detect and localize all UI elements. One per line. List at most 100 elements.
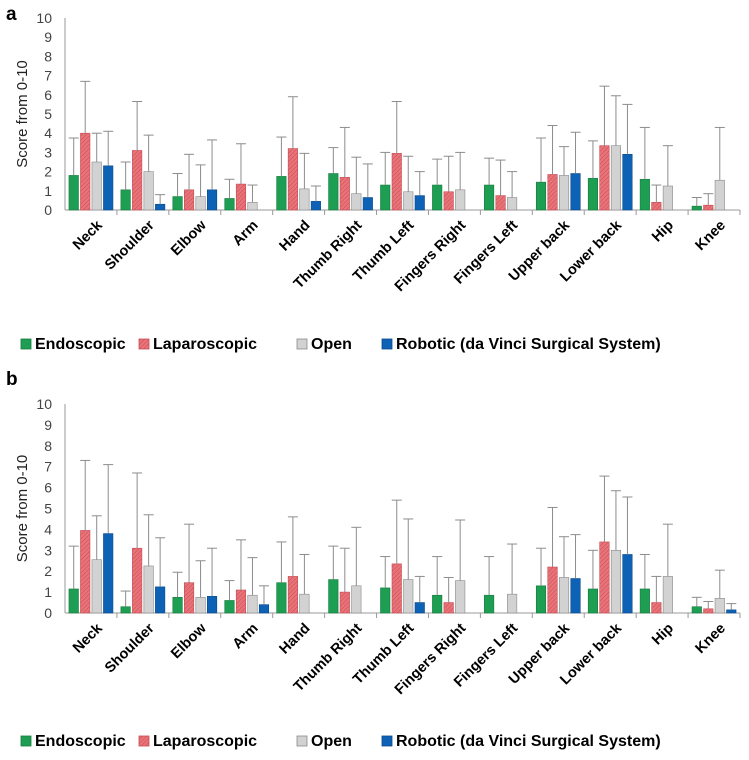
legend-label: Endoscopic [35, 733, 126, 750]
bar-b-elbow-robotic [207, 595, 218, 614]
legend-label: Open [311, 336, 352, 353]
y-tick-label: 3 [44, 144, 52, 160]
legend-swatch-endoscopic [20, 338, 32, 350]
bar-a-fingers-left-endoscopic [484, 184, 495, 211]
x-category-label: Arm [230, 218, 262, 250]
bar-b-neck-robotic [103, 533, 114, 614]
legend-label: Robotic (da Vinci Surgical System) [396, 336, 661, 353]
legend-swatch-open [296, 338, 308, 350]
bar-a-upper-back-endoscopic [535, 181, 547, 211]
panel-label: b [6, 369, 18, 390]
y-tick-label: 9 [44, 29, 52, 45]
bar-b-lower-back-robotic [622, 554, 633, 614]
bar-b-elbow-open [195, 597, 206, 614]
y-tick-label: 6 [44, 480, 52, 496]
bar-a-upper-back-open [558, 175, 570, 211]
y-tick-label: 1 [44, 183, 52, 199]
x-category-label: Neck [70, 620, 106, 656]
bar-b-knee-robotic [726, 609, 737, 614]
y-tick-label: 4 [44, 125, 52, 141]
bar-b-upper-back-robotic [570, 578, 581, 614]
y-tick-label: 8 [44, 48, 52, 64]
bar-b-hand-endoscopic [276, 582, 287, 614]
y-tick-label: 5 [44, 106, 52, 122]
bar-a-upper-back-laparoscopic [547, 174, 558, 211]
bar-b-shoulder-laparoscopic [132, 547, 143, 614]
bar-a-hip-open [662, 185, 673, 211]
y-tick-label: 7 [44, 68, 52, 84]
y-tick-label: 0 [44, 202, 52, 218]
bar-a-shoulder-robotic [155, 203, 166, 211]
chart-panel-b: b Score from 0-10 0 1 2 3 4 5 6 7 8 9 10 NeckShoulder… [6, 369, 741, 750]
y-tick-label: 0 [44, 605, 52, 621]
bar-b-thumb-left-endoscopic [380, 587, 391, 614]
bar-a-thumb-right-open [351, 193, 362, 211]
y-tick-label: 2 [44, 563, 52, 579]
bar-a-knee-laparoscopic [703, 204, 714, 211]
bar-b-upper-back-open [558, 577, 570, 614]
bar-b-upper-back-endoscopic [535, 585, 547, 614]
bar-a-elbow-robotic [207, 189, 218, 211]
bar-b-arm-laparoscopic [235, 589, 247, 614]
bar-b-arm-endoscopic [224, 600, 235, 614]
bar-b-thumb-right-laparoscopic [339, 591, 350, 614]
bar-a-fingers-right-laparoscopic [443, 191, 454, 211]
bar-a-elbow-endoscopic [172, 196, 183, 211]
bar-a-shoulder-endoscopic [120, 189, 131, 211]
bar-a-neck-laparoscopic [80, 132, 91, 211]
bar-a-thumb-left-endoscopic [380, 184, 391, 211]
legend-swatch-robotic [381, 338, 393, 350]
bar-b-fingers-left-open [507, 593, 518, 614]
bar-a-hand-open [299, 188, 310, 211]
bar-a-fingers-right-open [455, 189, 466, 211]
bar-a-elbow-laparoscopic [184, 189, 195, 211]
y-axis-label: Score from 0-10 [14, 455, 31, 563]
x-category-label: Arm [230, 621, 262, 653]
bar-a-neck-open [91, 161, 102, 211]
y-tick-label: 4 [44, 521, 52, 537]
bar-b-knee-open [714, 598, 725, 614]
bar-b-elbow-endoscopic [172, 597, 183, 614]
bar-b-neck-open [91, 559, 102, 614]
bar-a-knee-endoscopic [691, 205, 702, 211]
bar-a-thumb-right-endoscopic [328, 173, 339, 211]
x-category-label: Knee [692, 218, 728, 254]
bar-b-neck-endoscopic [68, 588, 79, 614]
bar-b-knee-laparoscopic [703, 608, 714, 614]
bar-b-thumb-right-endoscopic [328, 579, 339, 614]
bar-a-shoulder-open [143, 171, 154, 211]
x-category-label: Hip [649, 620, 677, 648]
bar-a-hand-laparoscopic [287, 148, 298, 211]
bar-b-fingers-right-endoscopic [432, 594, 443, 614]
bar-a-fingers-left-laparoscopic [495, 195, 506, 211]
bar-a-lower-back-open [610, 145, 621, 211]
bar-b-hand-laparoscopic [287, 576, 298, 614]
bar-a-shoulder-laparoscopic [132, 150, 143, 211]
bar-b-upper-back-laparoscopic [547, 566, 558, 614]
bar-a-thumb-left-laparoscopic [391, 153, 402, 211]
bar-a-arm-laparoscopic [235, 183, 247, 211]
bar-b-knee-endoscopic [691, 606, 702, 614]
bar-b-shoulder-robotic [155, 586, 166, 614]
legend-label: Laparoscopic [153, 733, 257, 750]
y-axis-label: Score from 0-10 [14, 60, 31, 168]
bar-a-neck-endoscopic [68, 175, 79, 211]
bar-b-neck-laparoscopic [80, 530, 91, 614]
legend-label: Endoscopic [35, 336, 126, 353]
bar-b-shoulder-open [143, 565, 154, 614]
x-category-label: Elbow [168, 620, 210, 662]
bar-b-thumb-left-open [403, 579, 414, 614]
bar-a-fingers-left-open [507, 197, 518, 211]
x-category-label: Hand [277, 621, 314, 658]
x-category-label: Hip [649, 217, 677, 245]
bar-b-arm-open [247, 594, 258, 614]
bar-a-thumb-left-robotic [414, 195, 425, 211]
bar-a-thumb-left-open [403, 191, 414, 211]
panel-label: a [6, 4, 17, 25]
y-tick-label: 10 [36, 396, 52, 412]
legend-swatch-endoscopic [20, 735, 32, 747]
legend-swatch-laparoscopic [138, 338, 150, 350]
bar-b-hip-endoscopic [639, 588, 650, 614]
x-category-label: Shoulder [102, 620, 158, 676]
